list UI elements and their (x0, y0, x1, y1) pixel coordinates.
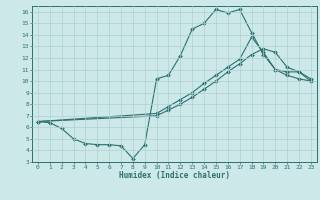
X-axis label: Humidex (Indice chaleur): Humidex (Indice chaleur) (119, 171, 230, 180)
